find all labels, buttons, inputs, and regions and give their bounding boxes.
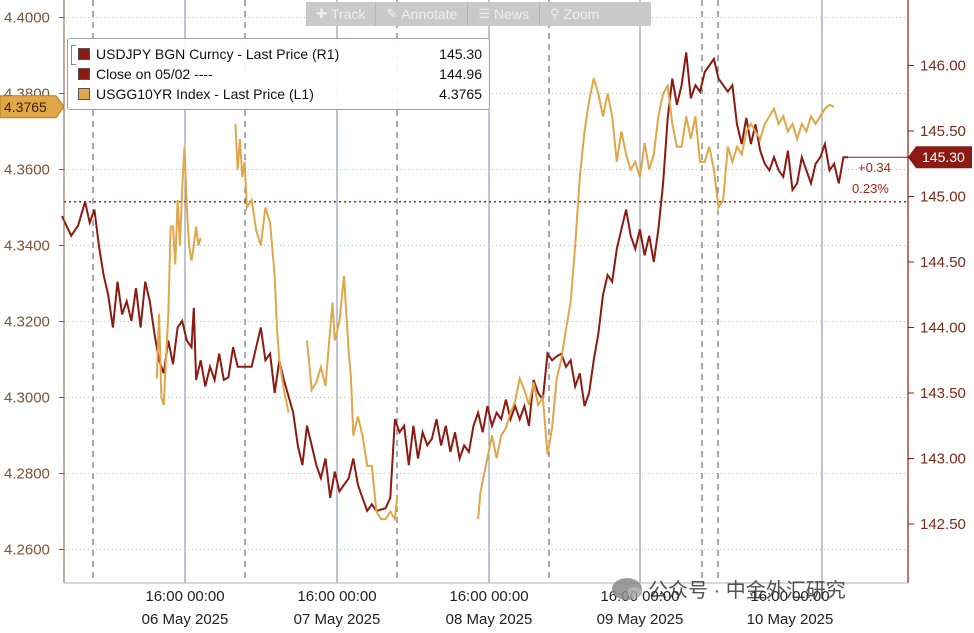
- x-tick-label: 16:00 00:00: [145, 588, 224, 605]
- crosshair-icon: ✚: [316, 6, 327, 21]
- usgg10yr-series-segment: [155, 146, 202, 406]
- usgg10yr-series-segment: [234, 123, 290, 413]
- watermark: 公众号 · 中金外汇研究: [612, 574, 846, 603]
- legend-label: USDJPY BGN Curncy - Last Price (R1): [96, 46, 340, 62]
- usdjpy-series-line: [61, 52, 848, 514]
- legend-item-usgg10yr[interactable]: USGG10YR Index - Last Price (L1) 4.3765: [78, 84, 482, 104]
- left-tick-label: 4.3200: [4, 314, 50, 331]
- x-tick-label: 16:00 00:00: [750, 588, 829, 605]
- left-last-value-badge: [0, 95, 65, 119]
- x-date-label: 10 May 2025: [747, 611, 834, 628]
- annotate-label: Annotate: [401, 6, 458, 22]
- x-date-label: 07 May 2025: [294, 611, 381, 628]
- legend-label: USGG10YR Index - Last Price (L1): [96, 86, 314, 102]
- left-tick-label: 4.3600: [4, 162, 50, 179]
- left-tick-label: 4.3400: [4, 238, 50, 255]
- right-tick-label: 144.50: [920, 254, 966, 271]
- right-tick-label: 145.50: [920, 123, 966, 140]
- news-button[interactable]: ☰ News: [468, 2, 541, 26]
- chart-legend[interactable]: USDJPY BGN Curncy - Last Price (R1) 145.…: [67, 38, 490, 110]
- right-tick-label: 142.50: [920, 516, 966, 533]
- usgg10yr-series-segment: [306, 275, 399, 523]
- right-tick-label: 146.00: [920, 58, 966, 75]
- news-label: News: [494, 6, 530, 22]
- change-absolute-label: +0.34: [858, 160, 891, 175]
- pencil-icon: ✎: [386, 6, 398, 21]
- left-last-value-text: 4.3765: [4, 99, 47, 115]
- track-button[interactable]: ✚ Track: [306, 2, 377, 26]
- news-icon: ☰: [478, 6, 491, 21]
- annotate-button[interactable]: ✎ Annotate: [376, 2, 469, 26]
- legend-swatch: [78, 88, 90, 100]
- legend-swatch: [78, 68, 90, 80]
- x-tick-label: 16:00 00:00: [297, 588, 376, 605]
- zoom-label: Zoom: [563, 6, 600, 22]
- legend-value: 145.30: [439, 46, 482, 62]
- x-date-label: 09 May 2025: [597, 611, 684, 628]
- right-tick-label: 143.00: [920, 451, 966, 468]
- legend-swatch: [78, 48, 90, 60]
- track-label: Track: [330, 6, 366, 22]
- x-tick-label: 16:00 00:00: [449, 588, 528, 605]
- right-tick-label: 143.50: [920, 385, 966, 402]
- legend-value: 144.96: [439, 66, 482, 82]
- x-date-label: 08 May 2025: [446, 611, 533, 628]
- zoom-button[interactable]: ⚲ Zoom: [540, 2, 609, 26]
- left-tick-label: 4.4000: [4, 10, 50, 27]
- legend-value: 4.3765: [439, 86, 482, 102]
- legend-label: Close on 05/02 ----: [96, 66, 213, 82]
- left-tick-label: 4.2600: [4, 542, 50, 559]
- series-layer: [61, 52, 908, 523]
- right-last-value-text: 145.30: [922, 149, 965, 165]
- right-last-value-badge: [908, 146, 972, 169]
- left-tick-label: 4.2800: [4, 466, 50, 483]
- wechat-icon: [612, 577, 642, 600]
- x-date-label: 06 May 2025: [142, 611, 229, 628]
- usgg10yr-series-segment: [477, 78, 835, 520]
- legend-item-close[interactable]: Close on 05/02 ---- 144.96: [78, 64, 482, 84]
- change-percent-label: 0.23%: [852, 181, 889, 196]
- left-tick-label: 4.3000: [4, 390, 50, 407]
- legend-item-usdjpy[interactable]: USDJPY BGN Curncy - Last Price (R1) 145.…: [78, 44, 482, 64]
- right-tick-label: 144.00: [920, 320, 966, 337]
- chart-toolbar: ✚ Track ✎ Annotate ☰ News ⚲ Zoom: [306, 2, 651, 26]
- right-tick-label: 145.00: [920, 189, 966, 206]
- legend-drag-handle[interactable]: [71, 45, 76, 65]
- watermark-text: 公众号 · 中金外汇研究: [648, 580, 846, 602]
- magnifier-icon: ⚲: [550, 6, 560, 21]
